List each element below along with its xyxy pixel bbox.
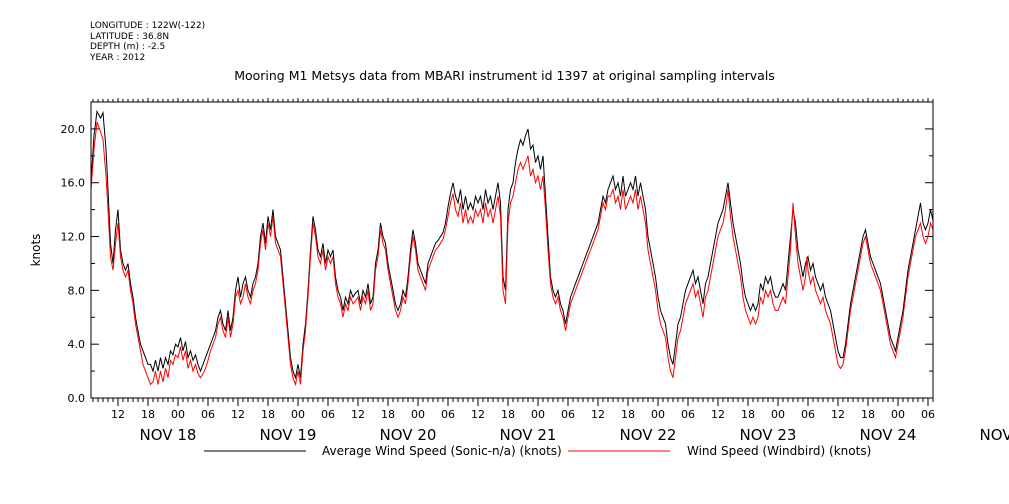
x-hour-label: 06 [561,408,575,421]
plot-frame [90,101,934,399]
x-hour-label: 12 [111,408,125,421]
x-hour-label: 18 [141,408,155,421]
y-tick-label: 0.0 [68,392,86,405]
x-hour-label: 18 [621,408,635,421]
chart-title: Mooring M1 Metsys data from MBARI instru… [234,68,775,83]
y-axis-label: knots [29,234,43,267]
x-hour-label: 18 [501,408,515,421]
x-hour-label: 12 [471,408,485,421]
x-hour-label: 12 [591,408,605,421]
x-hour-label: 06 [681,408,695,421]
y-tick-label: 4.0 [68,338,86,351]
x-hour-label: 00 [531,408,545,421]
x-day-label: NOV 25 [980,426,1009,444]
x-hour-label: 00 [291,408,305,421]
x-hour-label: 00 [771,408,785,421]
x-hour-label: 00 [891,408,905,421]
year-label: YEAR : 2012 [90,52,146,63]
x-hour-label: 12 [351,408,365,421]
x-day-label: NOV 22 [620,426,677,444]
x-hour-label: 06 [441,408,455,421]
x-hour-label: 18 [261,408,275,421]
y-tick-label: 8.0 [68,284,86,297]
ticks-layer: 0.0 4.0 8.0 12.0 16.0 20.0 12 18 00 06 12 18 00 06 12 1… [61,98,1009,444]
series-layer [91,109,933,387]
x-day-label: NOV 20 [380,426,437,444]
x-hour-label: 18 [741,408,755,421]
y-tick-label: 12.0 [61,231,86,244]
x-hour-label: 00 [411,408,425,421]
x-hour-label: 06 [201,408,215,421]
x-hour-label: 00 [171,408,185,421]
x-hour-label: 06 [321,408,335,421]
x-day-label: NOV 24 [860,426,917,444]
series-line-average [91,109,933,380]
legend: Average Wind Speed (Sonic-n/a) (knots) W… [204,444,871,458]
series-line-windbird [91,122,933,387]
depth-label: DEPTH (m) : -2.5 [90,42,166,52]
x-day-label: NOV 21 [500,426,557,444]
x-day-label: NOV 18 [140,426,197,444]
x-day-label: NOV 23 [740,426,797,444]
legend-label-average: Average Wind Speed (Sonic-n/a) (knots) [322,444,562,458]
x-hour-label: 18 [861,408,875,421]
x-hour-label: 12 [831,408,845,421]
metadata-block: LONGITUDE : 122W(-122) LATITUDE : 36.8N … [90,21,205,63]
y-tick-label: 20.0 [61,123,86,136]
x-hour-label: 06 [801,408,815,421]
x-day-label: NOV 19 [260,426,317,444]
x-hour-label: 12 [231,408,245,421]
x-hour-label: 00 [651,408,665,421]
x-hour-label: 18 [381,408,395,421]
x-hour-label: 06 [921,408,935,421]
legend-label-windbird: Wind Speed (Windbird) (knots) [687,444,871,458]
y-tick-label: 16.0 [61,177,86,190]
x-hour-label: 12 [711,408,725,421]
latitude-label: LATITUDE : 36.8N [90,31,170,42]
longitude-label: LONGITUDE : 122W(-122) [90,21,206,31]
